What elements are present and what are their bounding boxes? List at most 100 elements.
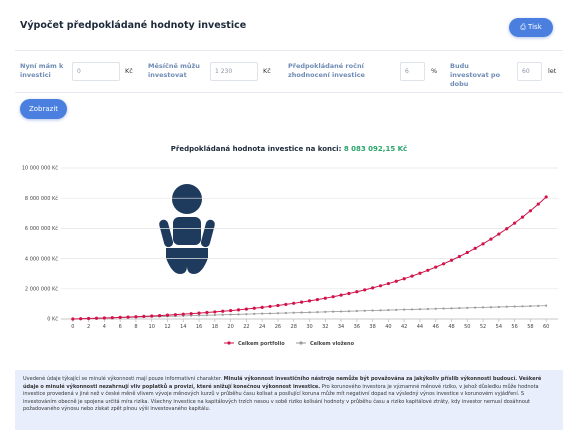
submit-button[interactable]: Zobrazit [20, 99, 67, 119]
point [229, 308, 233, 313]
legend-label: Celkem portfolio [238, 341, 285, 347]
point [426, 268, 430, 272]
field-unit: Kč [263, 67, 271, 75]
chart-title-text: Předpokládaná hodnota investice na konci… [170, 145, 342, 153]
y-tick-label: 6 000 000 Kč [25, 225, 58, 232]
point [213, 313, 216, 317]
x-tick-label: 36 [354, 324, 360, 330]
point [126, 315, 130, 319]
point [371, 286, 375, 290]
x-tick-label: 26 [275, 324, 281, 330]
point [466, 306, 469, 309]
x-tick-label: 10 [149, 324, 155, 330]
point [418, 308, 422, 311]
point [300, 300, 304, 304]
point [245, 312, 248, 316]
point [205, 314, 209, 317]
x-tick-label: 52 [480, 324, 486, 330]
point [450, 307, 453, 310]
point [410, 274, 414, 278]
point [544, 195, 548, 199]
field-input[interactable]: 1 230 [210, 62, 258, 81]
point [165, 313, 170, 317]
x-tick-label: 30 [306, 324, 312, 330]
field-unit: % [431, 67, 438, 75]
point [324, 310, 327, 313]
disclaimer-text: Uvedené údaje týkající se minulé výkonno… [23, 376, 224, 382]
baby-icon [159, 184, 215, 274]
point [489, 237, 493, 241]
y-tick-label: 10 000 000 Kč [22, 165, 58, 172]
legend-label: Celkem vloženo [310, 340, 355, 347]
y-tick-label: 4 000 000 Kč [25, 255, 58, 262]
print-label[interactable]: Tisk [528, 23, 542, 31]
point [521, 305, 524, 308]
point [442, 262, 446, 266]
point [244, 307, 248, 311]
x-tick-label: 42 [401, 324, 407, 330]
point [102, 316, 106, 320]
point [481, 306, 485, 309]
point [473, 246, 477, 250]
point [332, 310, 335, 313]
point [276, 312, 280, 315]
point [529, 304, 532, 308]
point [505, 227, 509, 231]
point [87, 316, 91, 321]
point [379, 309, 382, 312]
point [402, 277, 406, 281]
point [300, 311, 303, 314]
point [173, 313, 177, 317]
point [386, 281, 390, 286]
x-tick-label: 6 [119, 324, 122, 330]
point [505, 305, 508, 308]
point [363, 288, 367, 292]
point [481, 242, 485, 246]
point [545, 304, 548, 307]
point [252, 306, 256, 310]
chart: 0 Kč 2 000 000 Kč 4 000 000 Kč 6 000 000 Kč… [22, 165, 558, 347]
disclaimer: Uvedené údaje týkající se minulé výkonno… [15, 370, 563, 430]
point [316, 310, 319, 314]
point [331, 295, 335, 299]
point [276, 303, 280, 308]
x-tick-label: 54 [496, 324, 502, 330]
point [308, 311, 311, 314]
x-tick-label: 28 [291, 324, 297, 330]
field-label: Měsíčně můžu investovat [148, 62, 200, 79]
divider [15, 50, 563, 51]
field-label: Nyní mám k investici [20, 62, 64, 79]
point [284, 302, 288, 307]
point [426, 307, 429, 311]
point [355, 309, 358, 313]
point [142, 314, 146, 318]
point [189, 312, 193, 316]
point [134, 315, 138, 319]
point [403, 308, 406, 311]
point [434, 265, 438, 269]
print-button[interactable]: ⎙ Tisk [509, 18, 553, 37]
point [94, 316, 99, 320]
field-input[interactable]: 6 [400, 62, 425, 81]
point [497, 232, 501, 236]
point [536, 202, 540, 206]
x-tick-label: 60 [543, 324, 549, 330]
x-tick-label: 20 [227, 324, 233, 330]
point [394, 279, 398, 283]
field-input[interactable]: 60 [517, 62, 542, 81]
point [197, 314, 201, 317]
point [118, 315, 122, 319]
x-tick-label: 22 [243, 324, 249, 330]
chart-total: 8 083 092,15 Kč [343, 145, 408, 153]
x-tick-label: 56 [511, 324, 517, 330]
x-tick-label: 24 [259, 324, 265, 330]
point [528, 209, 532, 213]
point [292, 311, 295, 314]
point [71, 317, 75, 321]
point [520, 215, 525, 219]
x-tick-label: 48 [448, 324, 454, 330]
x-tick-label: 46 [433, 324, 439, 330]
field-input[interactable]: 0 [72, 62, 120, 81]
point [268, 312, 272, 315]
point [237, 313, 240, 316]
